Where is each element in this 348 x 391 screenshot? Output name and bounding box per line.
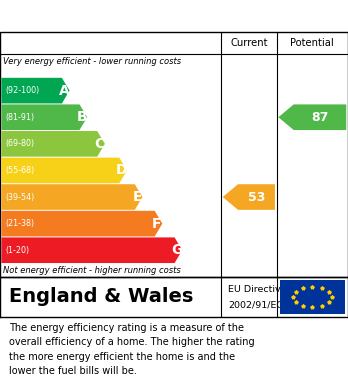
Text: (92-100): (92-100)	[6, 86, 40, 95]
Text: Very energy efficient - lower running costs: Very energy efficient - lower running co…	[3, 57, 182, 66]
Text: The energy efficiency rating is a measure of the
overall efficiency of a home. T: The energy efficiency rating is a measur…	[9, 323, 254, 376]
Polygon shape	[1, 104, 87, 130]
Text: D: D	[116, 163, 127, 178]
Text: (1-20): (1-20)	[6, 246, 30, 255]
Polygon shape	[1, 211, 162, 237]
Text: G: G	[171, 243, 183, 257]
Text: B: B	[77, 110, 87, 124]
Polygon shape	[1, 184, 142, 210]
Polygon shape	[1, 131, 105, 157]
Text: England & Wales: England & Wales	[9, 287, 193, 307]
Bar	[280, 280, 345, 314]
Polygon shape	[278, 104, 346, 130]
Text: (69-80): (69-80)	[6, 139, 35, 148]
Polygon shape	[1, 158, 127, 183]
Polygon shape	[223, 184, 275, 210]
Text: A: A	[59, 84, 70, 98]
Text: C: C	[94, 137, 105, 151]
Text: (55-68): (55-68)	[6, 166, 35, 175]
Polygon shape	[1, 237, 182, 263]
Text: F: F	[152, 217, 162, 231]
Text: 87: 87	[311, 111, 329, 124]
Text: Potential: Potential	[291, 38, 334, 48]
Text: (21-38): (21-38)	[6, 219, 35, 228]
Text: (81-91): (81-91)	[6, 113, 35, 122]
Text: Not energy efficient - higher running costs: Not energy efficient - higher running co…	[3, 265, 181, 274]
Text: (39-54): (39-54)	[6, 192, 35, 201]
Text: 2002/91/EC: 2002/91/EC	[228, 301, 283, 310]
Text: 53: 53	[248, 190, 265, 204]
Text: EU Directive: EU Directive	[228, 285, 286, 294]
Text: Current: Current	[230, 38, 268, 48]
Polygon shape	[1, 78, 70, 104]
Text: E: E	[132, 190, 142, 204]
Text: Energy Efficiency Rating: Energy Efficiency Rating	[9, 9, 219, 23]
